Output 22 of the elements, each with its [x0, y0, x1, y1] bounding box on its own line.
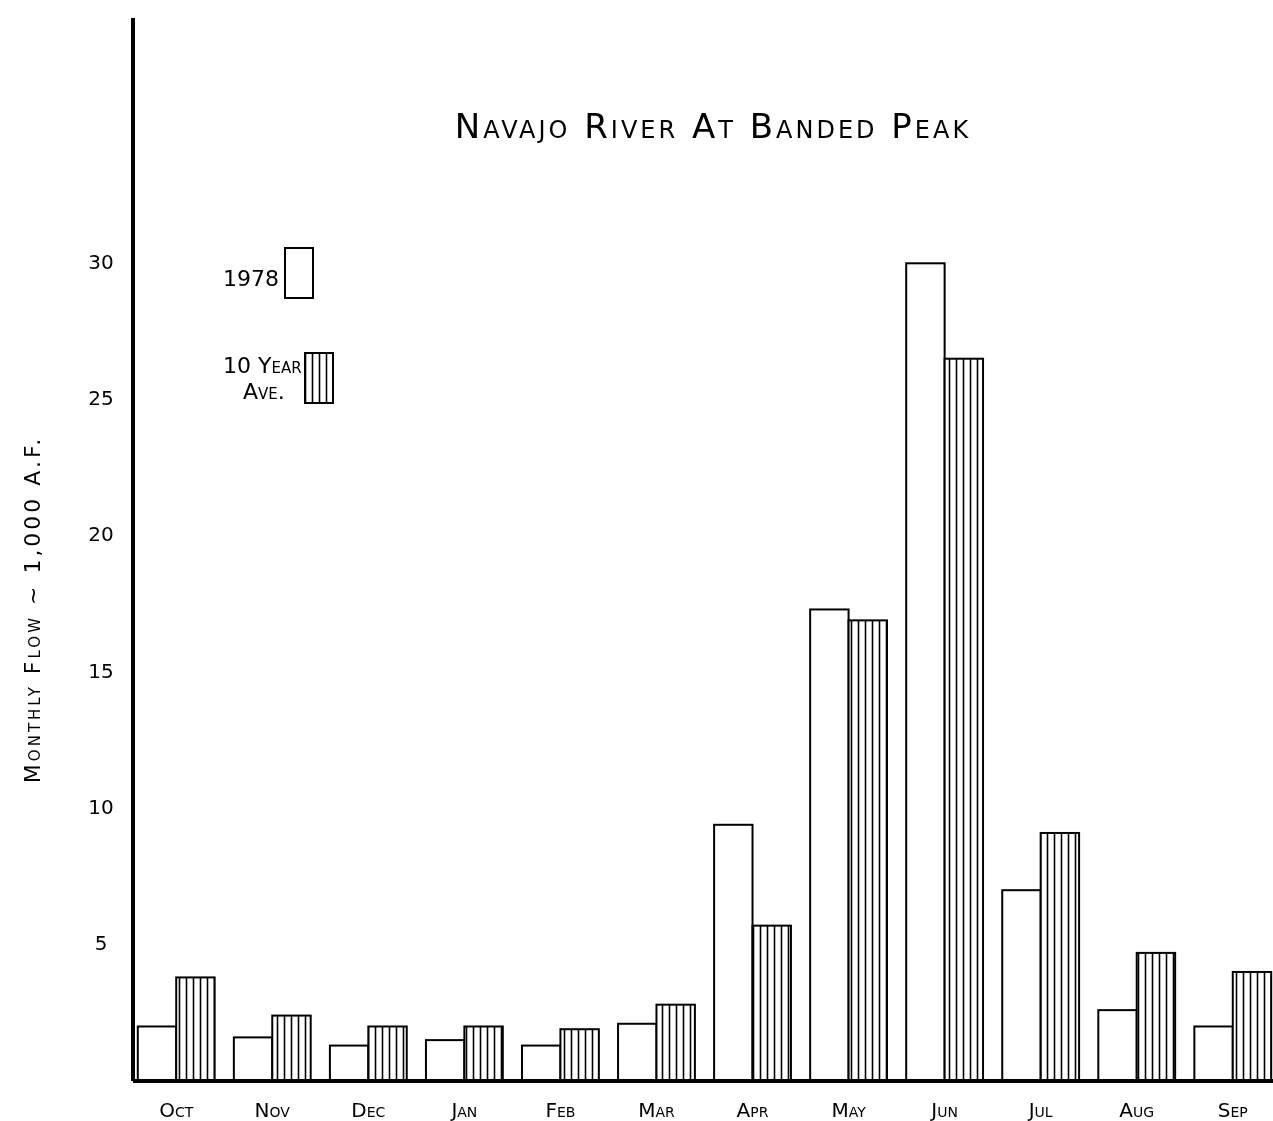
- x-tick-label: Mar: [638, 1098, 676, 1121]
- x-tick-label: Dec: [351, 1098, 386, 1121]
- legend-label: 10 Year Ave.: [223, 353, 302, 404]
- text: Navajo River At Banded Peak: [454, 106, 972, 146]
- x-tick-label: Aug: [1119, 1098, 1155, 1121]
- y-tick-label: 25: [88, 386, 114, 411]
- x-tick-label: May: [831, 1098, 867, 1121]
- x-tick-label: Apr: [736, 1098, 769, 1121]
- y-tick-label: 30: [88, 249, 114, 274]
- x-tick-label: Jul: [1026, 1098, 1053, 1121]
- x-tick-label: Jan: [449, 1098, 478, 1121]
- y-axis-title: Monthly Flow ~ 1,000 A.F.: [20, 435, 45, 784]
- x-tick-label: Jun: [929, 1098, 958, 1121]
- legend-label: 1978: [223, 266, 279, 291]
- x-tick-label: Oct: [159, 1098, 194, 1121]
- x-tick-label: Feb: [545, 1098, 576, 1121]
- y-tick-label: 15: [88, 658, 114, 683]
- y-tick-label: 10: [88, 794, 114, 819]
- x-tick-label: Nov: [254, 1098, 291, 1121]
- y-tick-label: 20: [88, 522, 114, 547]
- y-tick-label: 5: [94, 931, 108, 956]
- x-tick-label: Sep: [1217, 1098, 1248, 1121]
